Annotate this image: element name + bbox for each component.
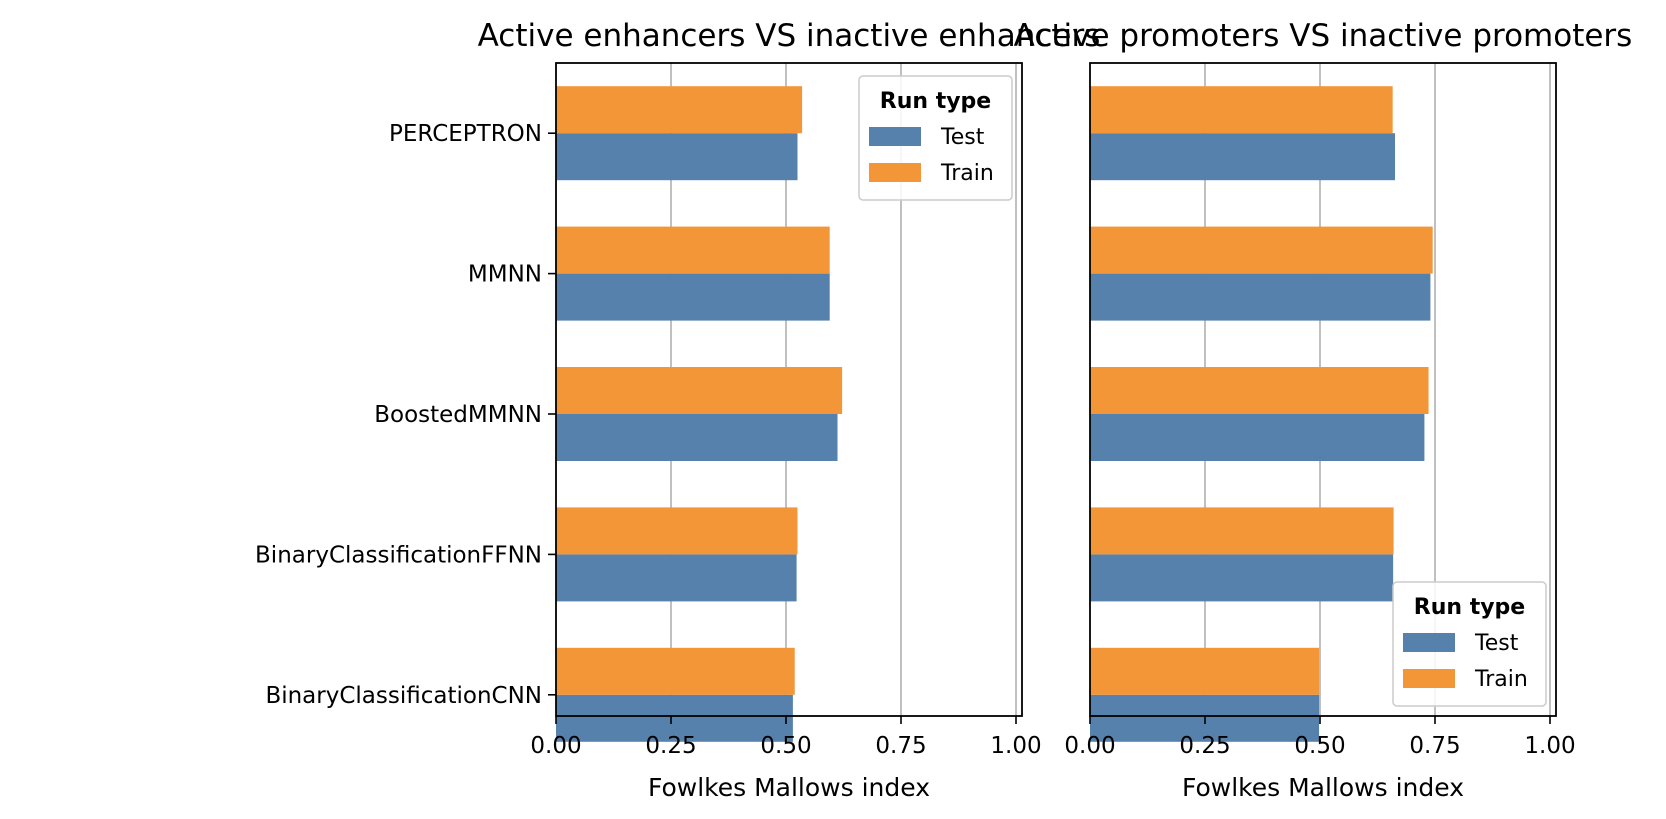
bar-train-binaryclassificationffnn (556, 507, 798, 555)
x-tick-label: 0.50 (1294, 733, 1345, 759)
bar-train-mmnn (556, 226, 830, 274)
x-axis-label: Fowlkes Mallows index (1182, 773, 1464, 802)
chart-title: Active enhancers VS inactive enhancers (478, 18, 1101, 54)
legend-swatch-test (869, 127, 921, 146)
bar-train-perceptron (556, 86, 803, 134)
y-tick-label: BoostedMMNN (374, 402, 542, 428)
x-axis-label: Fowlkes Mallows index (648, 773, 930, 802)
bar-train-binaryclassificationcnn (556, 647, 795, 695)
bar-train-boostedmmnn (1090, 367, 1429, 414)
y-tick-label: PERCEPTRON (389, 121, 542, 147)
bar-test-binaryclassificationffnn (556, 554, 797, 602)
x-tick-label: 0.25 (645, 733, 696, 759)
x-tick-label: 0.75 (1409, 733, 1460, 759)
legend-label-train: Train (1474, 667, 1528, 692)
chart-panel-1: PERCEPTRON MMNN BoostedMMNN BinaryClassific… (255, 18, 1100, 802)
bar-test-perceptron (1090, 133, 1395, 181)
legend-label-test: Test (940, 125, 985, 150)
bar-test-boostedmmnn (556, 414, 838, 461)
bar-train-mmnn (1090, 226, 1433, 274)
x-tick-label: 0.50 (760, 733, 811, 759)
x-tick-label: 0.75 (875, 733, 926, 759)
bar-test-mmnn (556, 273, 830, 321)
y-tick-label: BinaryClassificationFFNN (255, 542, 542, 568)
bar-train-perceptron (1090, 86, 1393, 134)
plot-frame (555, 62, 1023, 717)
bar-test-binaryclassificationffnn (1090, 554, 1394, 602)
x-tick-label: 0.00 (530, 733, 581, 759)
y-tick-label: BinaryClassificationCNN (265, 683, 542, 709)
legend: Run type Test Train (858, 75, 1013, 201)
bar-test-binaryclassificationcnn (556, 694, 793, 742)
x-tick-label: 0.25 (1179, 733, 1230, 759)
legend: Run type Test Train (1392, 581, 1547, 707)
legend-label-test: Test (1474, 631, 1519, 656)
chart-title: Active promoters VS inactive promoters (1014, 18, 1633, 54)
legend-label-train: Train (940, 161, 994, 186)
bar-test-perceptron (556, 133, 798, 181)
bar-train-boostedmmnn (556, 367, 843, 414)
bar-train-binaryclassificationcnn (1090, 647, 1320, 695)
legend-swatch-test (1403, 633, 1455, 652)
x-tick-label: 0.00 (1064, 733, 1115, 759)
legend-title: Run type (1414, 595, 1525, 620)
x-tick-label: 1.00 (990, 733, 1041, 759)
legend-title: Run type (880, 89, 991, 114)
bar-test-boostedmmnn (1090, 414, 1425, 461)
x-tick-label: 1.00 (1524, 733, 1575, 759)
chart-panel-2: 0.00 0.25 0.50 0.75 1.00 Fowlkes Mallows inde… (1014, 18, 1633, 802)
plot-frame (1089, 62, 1557, 717)
legend-swatch-train (1403, 669, 1455, 688)
bar-test-mmnn (1090, 273, 1431, 321)
bar-train-binaryclassificationffnn (1090, 507, 1394, 555)
y-tick-label: MMNN (468, 262, 542, 288)
legend-swatch-train (869, 163, 921, 182)
